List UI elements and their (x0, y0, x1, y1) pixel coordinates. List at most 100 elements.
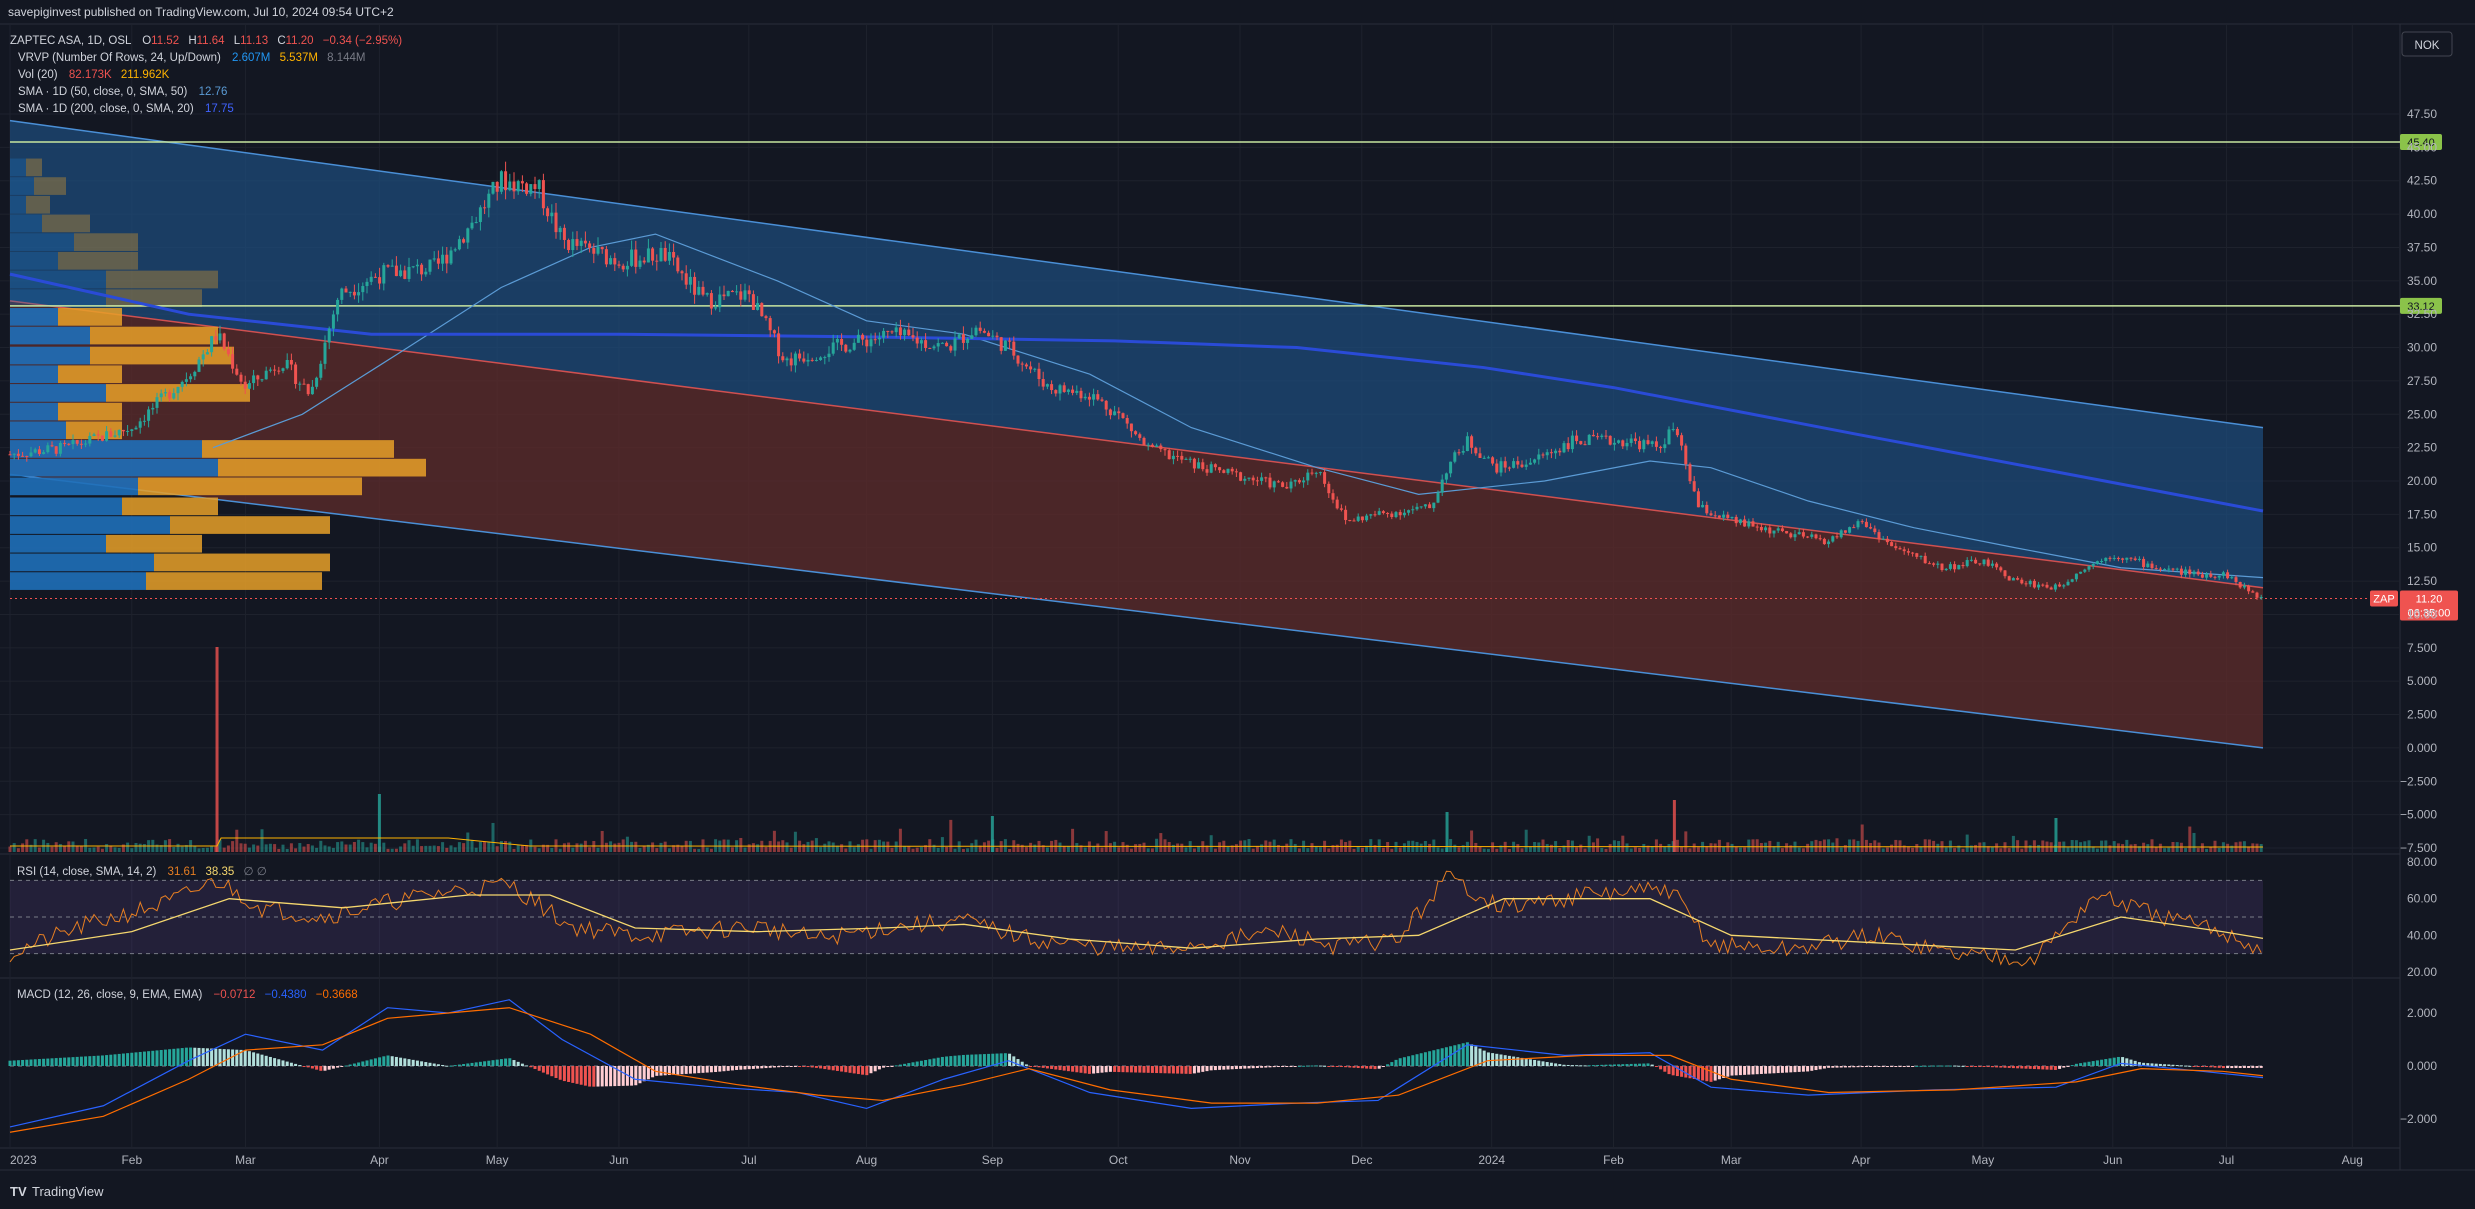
macd-histogram-bar (2146, 1063, 2150, 1066)
candle-body (1478, 453, 1482, 458)
macd-histogram-bar (831, 1066, 835, 1071)
macd-legend[interactable]: MACD (12, 26, close, 9, EMA, EMA) −0.071… (17, 989, 358, 1001)
volume-bar (1751, 839, 1755, 852)
candle-body (63, 442, 67, 444)
macd-histogram-bar (970, 1054, 974, 1066)
volume-bar (1461, 845, 1465, 852)
macd-histogram-bar (630, 1066, 634, 1086)
volume-bar (2016, 840, 2020, 852)
currency-button[interactable]: NOK (2401, 31, 2453, 57)
svg-text:VRVP (Number Of Rows, 24, Up/D: VRVP (Number Of Rows, 24, Up/Down) 2.607… (18, 52, 366, 64)
candle-body (88, 435, 92, 444)
volume-bar (1873, 840, 1877, 852)
candle-body (1339, 508, 1343, 510)
macd-histogram-bar (861, 1066, 865, 1075)
candle-body (789, 358, 793, 366)
candle-body (382, 265, 386, 284)
volume-bar (802, 844, 806, 852)
macd-histogram-bar (1663, 1066, 1667, 1072)
volume-bar (2230, 845, 2234, 852)
volume-bar (1764, 842, 1768, 852)
macd-histogram-bar (37, 1059, 41, 1066)
candle-body (831, 342, 835, 354)
candle-body (999, 337, 1003, 351)
volume-bar (1381, 847, 1385, 852)
candle-body (21, 455, 25, 457)
candle-body (1453, 452, 1457, 462)
candle-body (730, 290, 734, 293)
volume-bar (483, 841, 487, 852)
candle-body (2171, 568, 2175, 570)
volume-bar (399, 846, 403, 852)
macd-histogram-bar (2108, 1058, 2112, 1066)
candle-body (2158, 568, 2162, 570)
main-legend[interactable]: ZAPTEC ASA, 1D, OSL O11.52 H11.64 L11.13… (10, 35, 402, 115)
volume-bar (1999, 848, 2003, 852)
macd-histogram-bar (1146, 1066, 1150, 1073)
vp-up-bar (10, 233, 74, 251)
macd-histogram-bar (2221, 1066, 2225, 1069)
macd-histogram-bar (1419, 1053, 1423, 1066)
candle-body (1789, 533, 1793, 538)
candle-body (1486, 457, 1490, 459)
tradingview-logo[interactable]: TV TradingView (10, 1184, 104, 1199)
candles-layer[interactable] (8, 161, 2263, 600)
volume-bar (924, 845, 928, 852)
macd-histogram-bar (961, 1054, 965, 1066)
macd-histogram-bar (852, 1066, 856, 1074)
macd-histogram-bar (814, 1066, 818, 1068)
volume-bar (1738, 847, 1742, 852)
candle-body (1050, 384, 1054, 391)
volume-bar (1906, 846, 1910, 852)
macd-histogram-bar (798, 1066, 802, 1067)
macd-histogram-bar (772, 1066, 776, 1068)
volume-bar (323, 845, 327, 852)
volume-bar (1255, 845, 1259, 852)
macd-histogram-bar (1843, 1066, 1847, 1068)
rsi-legend[interactable]: RSI (14, close, SMA, 14, 2) 31.61 38.35 … (17, 866, 267, 878)
volume-bar (1772, 846, 1776, 852)
volume-bar (970, 843, 974, 852)
macd-histogram-bar (21, 1059, 25, 1066)
volume-bar (96, 846, 100, 852)
volume-bar (1541, 839, 1545, 852)
candle-body (1675, 428, 1679, 436)
volume-bar (588, 847, 592, 852)
volume-bar (1432, 839, 1436, 852)
macd-histogram-bar (1911, 1066, 1915, 1067)
volume-bar (1885, 847, 1889, 852)
macd-histogram-bar (1650, 1064, 1654, 1066)
macd-histogram-bar (441, 1064, 445, 1066)
macd-histogram-bar (193, 1047, 197, 1066)
macd-histogram-bar (8, 1060, 12, 1066)
candle-body (453, 249, 457, 251)
macd-histogram-bar (873, 1066, 877, 1072)
candle-body (184, 379, 188, 382)
macd-histogram-bar (562, 1066, 566, 1082)
volume-bar (487, 841, 491, 852)
candle-body (42, 452, 46, 455)
macd-histogram-bar (159, 1050, 163, 1066)
macd-histogram-bar (1545, 1062, 1549, 1066)
macd-histogram-bar (1768, 1066, 1772, 1074)
macd-histogram-bar (924, 1060, 928, 1066)
candle-body (1436, 492, 1440, 503)
macd-histogram-bar (1881, 1066, 1885, 1067)
candle-body (281, 368, 285, 371)
volume-bar (1755, 839, 1759, 852)
macd-histogram-bar (1071, 1066, 1075, 1072)
volume-bar (1197, 845, 1201, 852)
volume-bar (1730, 843, 1734, 852)
volume-spike (215, 647, 219, 852)
volume-bar (1138, 843, 1142, 852)
volume-bar (247, 847, 251, 852)
vp-up-bar (10, 477, 138, 496)
candle-body (596, 246, 600, 254)
volume-bar (88, 847, 92, 852)
volume-bar (730, 847, 734, 852)
volume-bar (29, 844, 33, 852)
